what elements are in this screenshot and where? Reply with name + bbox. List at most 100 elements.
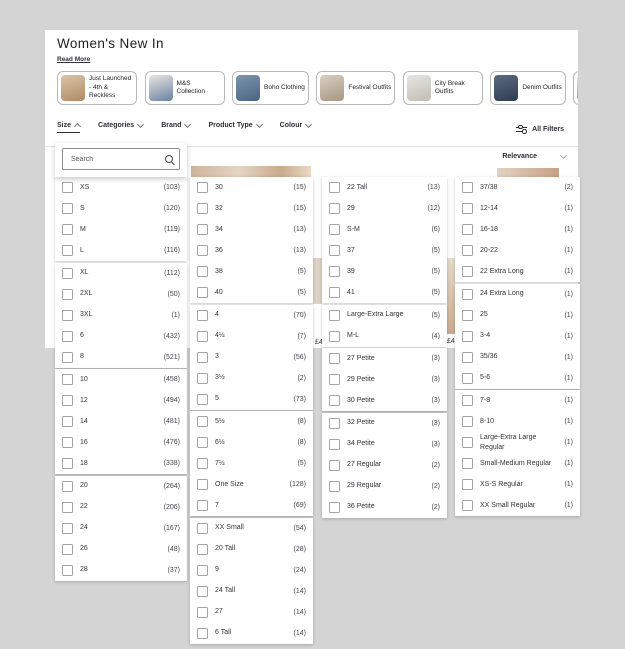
size-option-25[interactable]: 25 (1) [455, 305, 580, 326]
filter-product-type[interactable]: Product Type [208, 120, 263, 132]
checkbox[interactable] [462, 372, 473, 384]
sort-dropdown[interactable]: Relevance [502, 151, 568, 160]
checkbox[interactable] [197, 458, 208, 469]
size-option-40[interactable]: 40 (5) [190, 282, 313, 303]
size-option-39[interactable]: 39 (5) [322, 261, 447, 282]
category-chip[interactable]: Just Launched - 4th & Reckless [57, 71, 137, 105]
checkbox[interactable] [329, 395, 340, 406]
checkbox[interactable] [329, 245, 340, 256]
checkbox[interactable] [197, 393, 208, 405]
size-option-5-6[interactable]: 5-6 (1) [455, 368, 580, 389]
checkbox[interactable] [462, 351, 473, 363]
checkbox[interactable] [462, 309, 473, 321]
checkbox[interactable] [62, 458, 73, 469]
size-option-26[interactable]: 26 (48) [55, 539, 187, 560]
checkbox[interactable] [462, 330, 473, 342]
filter-categories[interactable]: Categories [98, 120, 145, 132]
checkbox[interactable] [329, 501, 340, 513]
checkbox[interactable] [197, 522, 208, 534]
size-search-box[interactable] [62, 148, 180, 170]
checkbox[interactable] [197, 224, 208, 235]
checkbox[interactable] [462, 203, 473, 214]
size-option-7-8[interactable]: 7-8 (1) [455, 390, 580, 411]
size-option-34[interactable]: 34 (13) [190, 219, 313, 240]
size-option-5½[interactable]: 5½ (8) [190, 411, 313, 432]
size-option-22[interactable]: 22 (206) [55, 497, 187, 518]
checkbox[interactable] [197, 372, 208, 384]
size-option-24[interactable]: 24 (167) [55, 518, 187, 539]
checkbox[interactable] [197, 479, 208, 490]
read-more-link[interactable]: Read More [57, 56, 91, 63]
checkbox[interactable] [462, 182, 473, 193]
checkbox[interactable] [62, 437, 73, 448]
size-option-12-14[interactable]: 12-14 (1) [455, 198, 580, 219]
checkbox[interactable] [462, 395, 473, 406]
size-option-xs[interactable]: XS (103) [55, 177, 187, 198]
checkbox[interactable] [62, 480, 73, 492]
checkbox[interactable] [62, 182, 73, 193]
size-option-one-size[interactable]: One Size (128) [190, 474, 313, 495]
size-option-xs-s-regular[interactable]: XS-S Regular (1) [455, 474, 580, 495]
checkbox[interactable] [329, 417, 340, 429]
all-filters-button[interactable]: All Filters [516, 124, 564, 134]
checkbox[interactable] [329, 374, 340, 385]
filter-brand[interactable]: Brand [161, 120, 192, 132]
checkbox[interactable] [62, 245, 73, 256]
checkbox[interactable] [197, 330, 208, 342]
checkbox[interactable] [197, 351, 208, 363]
checkbox[interactable] [329, 182, 340, 193]
size-option-16[interactable]: 16 (476) [55, 432, 187, 453]
size-option-l[interactable]: L (116) [55, 240, 187, 261]
size-option-20-tall[interactable]: 20 Tall (28) [190, 539, 313, 560]
size-option-18[interactable]: 18 (338) [55, 453, 187, 474]
category-chip[interactable]: Denim Outfits [490, 71, 566, 105]
size-option-29-petite[interactable]: 29 Petite (3) [322, 369, 447, 390]
size-option-6[interactable]: 6 (432) [55, 326, 187, 347]
size-option-12[interactable]: 12 (494) [55, 390, 187, 411]
checkbox[interactable] [62, 330, 73, 342]
size-option-29-regular[interactable]: 29 Regular (2) [322, 476, 447, 497]
size-option-s[interactable]: S (120) [55, 198, 187, 219]
checkbox[interactable] [197, 182, 208, 193]
size-option-27-regular[interactable]: 27 Regular (2) [322, 455, 447, 476]
checkbox[interactable] [197, 543, 208, 555]
size-option-29[interactable]: 29 (12) [322, 198, 447, 219]
checkbox[interactable] [62, 374, 73, 385]
size-option-m-l[interactable]: M-L (4) [322, 326, 447, 347]
size-option-xx-small[interactable]: XX Small (54) [190, 518, 313, 539]
size-search-input[interactable] [69, 154, 161, 164]
checkbox[interactable] [197, 585, 208, 597]
size-option-7½[interactable]: 7½ (5) [190, 453, 313, 474]
size-option-36[interactable]: 36 (13) [190, 240, 313, 261]
checkbox[interactable] [329, 287, 340, 298]
size-option-22-extra-long[interactable]: 22 Extra Long (1) [455, 261, 580, 282]
checkbox[interactable] [329, 330, 340, 342]
checkbox[interactable] [462, 458, 473, 469]
size-option-small-medium-regular[interactable]: Small-Medium Regular (1) [455, 453, 580, 474]
checkbox[interactable] [197, 437, 208, 448]
checkbox[interactable] [62, 203, 73, 214]
size-option-36-petite[interactable]: 36 Petite (2) [322, 497, 447, 518]
size-option-32[interactable]: 32 (15) [190, 198, 313, 219]
checkbox[interactable] [462, 266, 473, 277]
size-option-30-petite[interactable]: 30 Petite (3) [322, 390, 447, 411]
size-option-xx-small-regular[interactable]: XX Small Regular (1) [455, 495, 580, 516]
checkbox[interactable] [62, 288, 73, 300]
size-option-m[interactable]: M (119) [55, 219, 187, 240]
size-option-24-extra-long[interactable]: 24 Extra Long (1) [455, 284, 580, 305]
size-option-37/38[interactable]: 37/38 (2) [455, 177, 580, 198]
size-option-large-extra-large-regular[interactable]: Large-Extra Large Regular (1) [455, 432, 580, 453]
checkbox[interactable] [197, 309, 208, 321]
size-option-38[interactable]: 38 (5) [190, 261, 313, 282]
checkbox[interactable] [197, 203, 208, 214]
checkbox[interactable] [197, 266, 208, 277]
checkbox[interactable] [462, 500, 473, 511]
checkbox[interactable] [329, 266, 340, 277]
size-option-6-tall[interactable]: 6 Tall (14) [190, 623, 313, 644]
checkbox[interactable] [329, 459, 340, 471]
checkbox[interactable] [197, 500, 208, 511]
size-option-9[interactable]: 9 (24) [190, 560, 313, 581]
checkbox[interactable] [62, 351, 73, 363]
size-option-7[interactable]: 7 (69) [190, 495, 313, 516]
category-chip[interactable] [573, 71, 578, 105]
